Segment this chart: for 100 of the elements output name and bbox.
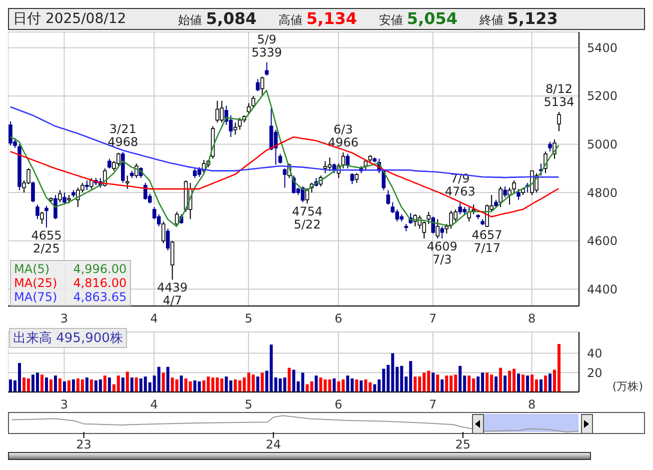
candlestick <box>256 78 260 92</box>
candlestick <box>192 168 197 179</box>
text: MA(25) <box>14 276 58 290</box>
candlestick <box>108 158 112 169</box>
bar <box>80 379 84 392</box>
bar <box>499 368 502 392</box>
bar <box>306 384 309 392</box>
candlestick <box>323 160 328 174</box>
candlestick <box>557 111 561 132</box>
text: 日付 2025/08/12 <box>13 11 126 27</box>
candlestick <box>386 190 390 206</box>
x-tick-label: 4 <box>150 398 158 412</box>
x-tick-label: 25 <box>455 438 471 452</box>
x-tick-label: 6 <box>334 398 342 412</box>
bar <box>364 379 368 392</box>
text: 安値 5,054 <box>379 9 458 28</box>
candlestick <box>436 218 440 239</box>
candlestick <box>40 211 44 224</box>
bar <box>103 376 106 392</box>
bar <box>44 377 48 392</box>
bar <box>108 377 111 392</box>
y-tick-label: 4600 <box>587 234 618 248</box>
y-tick-label: 5000 <box>587 138 618 152</box>
bar <box>188 381 192 392</box>
annotation: 8/12 5134 <box>544 82 574 109</box>
x-tick-label: 5 <box>244 312 252 326</box>
bar <box>458 366 462 392</box>
bar <box>121 377 124 392</box>
bar <box>522 374 525 392</box>
bar <box>162 372 165 392</box>
text: 始値 5,084 <box>178 9 257 28</box>
bar <box>508 370 512 392</box>
x-tick-label: 4 <box>150 312 158 326</box>
annotation: 3/21 4968 <box>108 122 138 149</box>
x-tick-label: 24 <box>266 438 282 452</box>
x-tick-label: 8 <box>528 312 536 326</box>
bar <box>355 379 358 392</box>
chart-title: 出来高 495,900株 <box>9 328 127 348</box>
candlestick <box>278 153 282 164</box>
bar <box>126 372 129 392</box>
candlestick <box>161 221 166 244</box>
x-tick-label: 7 <box>429 398 437 412</box>
bar <box>314 376 318 392</box>
y-tick-label: 4800 <box>587 186 618 200</box>
bar <box>67 380 70 392</box>
candlestick <box>31 181 35 203</box>
candlestick <box>508 187 512 206</box>
bar <box>98 379 102 392</box>
bar <box>198 381 201 392</box>
candlestick <box>444 223 449 234</box>
bar <box>337 381 340 392</box>
x-tick-label: 8 <box>528 398 536 412</box>
annotation: 4,863.65 <box>73 290 127 304</box>
bar <box>504 376 507 392</box>
annotation: 5/9 5339 <box>251 32 282 60</box>
bar <box>130 377 134 392</box>
bar <box>157 366 160 392</box>
bar <box>544 376 548 392</box>
candlestick <box>44 205 48 228</box>
bar <box>220 378 224 392</box>
text: MA(75) <box>14 290 58 304</box>
bar <box>414 376 417 392</box>
bar <box>432 372 435 392</box>
annotation: 4,816.00 <box>73 276 127 290</box>
bar <box>85 377 88 392</box>
annotation: 6/3 4966 <box>328 122 358 150</box>
candlestick <box>503 186 507 198</box>
x-tick-label: 3 <box>60 398 68 412</box>
annotation: 4,996.00 <box>73 262 127 276</box>
bar <box>436 374 440 392</box>
bar <box>40 374 44 392</box>
candlestick <box>467 206 471 222</box>
bar <box>548 374 552 392</box>
bar <box>445 376 448 392</box>
candlestick <box>282 168 287 188</box>
candlestick <box>58 190 62 203</box>
candlestick <box>197 166 202 178</box>
text: 終値 5,123 <box>479 9 558 28</box>
x-tick-label: 5 <box>244 398 252 412</box>
candlestick <box>354 172 359 184</box>
text: 高値 5,134 <box>278 9 358 28</box>
bar <box>116 376 120 392</box>
bar <box>530 374 534 392</box>
bar <box>468 376 471 392</box>
candlestick <box>260 76 264 96</box>
candlestick <box>498 186 502 208</box>
candlestick <box>251 95 256 109</box>
x-tick-label: 6 <box>334 312 342 326</box>
candlestick <box>90 178 94 190</box>
bar <box>175 379 178 392</box>
candlestick <box>215 100 220 124</box>
annotation: 4754 5/22 <box>292 204 323 232</box>
candlestick <box>350 172 354 185</box>
y-tick-label: 5200 <box>587 89 618 104</box>
bar <box>54 376 57 392</box>
bar <box>252 374 255 392</box>
x-tick-label: 23 <box>76 438 92 452</box>
bar <box>486 372 489 392</box>
bar <box>90 379 93 392</box>
candlestick <box>431 216 436 234</box>
